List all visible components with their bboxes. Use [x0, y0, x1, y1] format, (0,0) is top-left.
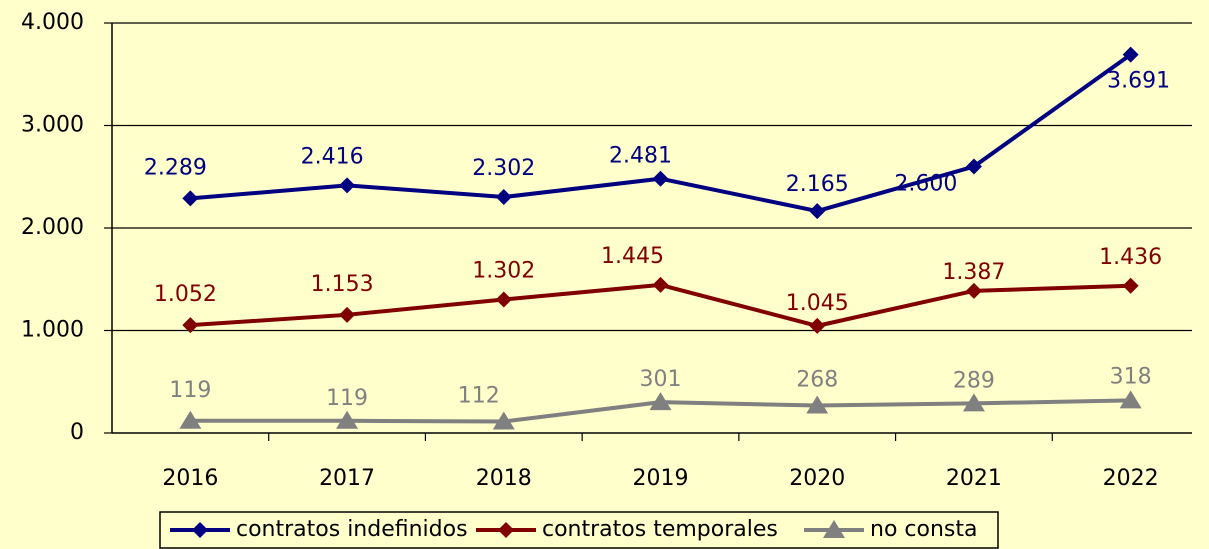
data-label: 268: [796, 368, 838, 393]
x-tick-label: 2018: [476, 466, 532, 491]
data-label: 2.302: [472, 156, 535, 181]
legend-label: contratos indefinidos: [236, 517, 468, 542]
marker: [652, 170, 669, 187]
x-tick-label: 2020: [789, 466, 845, 491]
data-label: 289: [953, 368, 995, 393]
data-label: 318: [1110, 364, 1152, 389]
marker: [1119, 390, 1142, 409]
data-label: 1.153: [311, 272, 374, 297]
marker: [182, 190, 199, 207]
marker: [965, 158, 982, 175]
data-label: 1.302: [472, 259, 535, 284]
marker: [336, 410, 359, 429]
marker: [492, 411, 515, 430]
y-tick-label: 1.000: [21, 318, 84, 343]
marker: [339, 177, 356, 194]
y-tick-label: 0: [70, 420, 84, 445]
marker: [1122, 277, 1139, 294]
y-tick-label: 4.000: [21, 10, 84, 35]
x-tick-label: 2022: [1103, 466, 1159, 491]
marker: [652, 276, 669, 293]
marker: [495, 291, 512, 308]
data-label: 119: [326, 386, 368, 411]
marker: [809, 317, 826, 334]
x-tick-label: 2021: [946, 466, 1002, 491]
series-line: [190, 53, 1132, 214]
legend-marker: [823, 520, 845, 538]
marker: [179, 410, 202, 429]
data-label: 1.445: [601, 244, 664, 269]
data-label: 1.387: [942, 260, 1005, 285]
marker: [182, 317, 199, 334]
marker: [339, 306, 356, 323]
marker: [962, 393, 985, 412]
marker: [495, 189, 512, 206]
x-tick-label: 2017: [319, 466, 375, 491]
data-label: 2.289: [144, 155, 207, 180]
data-label: 1.052: [154, 282, 217, 307]
legend-marker: [498, 522, 514, 538]
marker: [806, 395, 829, 414]
x-tick-label: 2019: [633, 466, 689, 491]
marker: [1122, 46, 1139, 63]
data-label: 112: [458, 384, 500, 409]
data-label: 3.691: [1107, 69, 1170, 94]
marker: [965, 282, 982, 299]
data-label: 2.481: [609, 144, 672, 169]
x-tick-label: 2016: [162, 466, 218, 491]
data-label: 1.045: [786, 291, 849, 316]
y-tick-label: 2.000: [21, 215, 84, 240]
data-label: 2.165: [786, 172, 849, 197]
y-tick-label: 3.000: [21, 113, 84, 138]
data-label: 119: [169, 378, 211, 403]
legend-marker: [192, 522, 208, 538]
legend-label: contratos temporales: [542, 517, 778, 542]
marker: [649, 392, 672, 411]
data-label: 2.416: [301, 144, 364, 169]
data-label: 301: [640, 367, 682, 392]
marker: [809, 203, 826, 220]
legend-label: no consta: [870, 517, 977, 542]
data-label: 2.600: [894, 172, 957, 197]
data-label: 1.436: [1099, 245, 1162, 270]
